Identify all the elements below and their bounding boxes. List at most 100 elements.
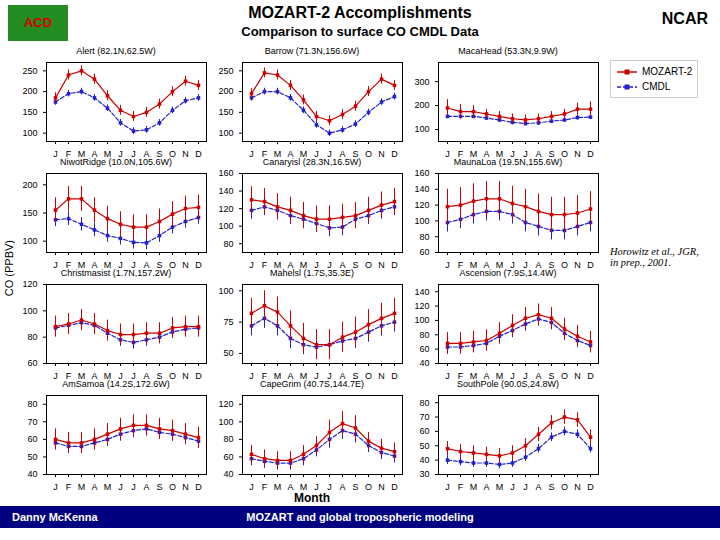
svg-text:J: J [314,260,319,268]
svg-text:J: J [327,482,332,490]
svg-text:70: 70 [27,417,37,427]
svg-text:M: M [78,371,86,379]
svg-text:M: M [274,371,282,379]
svg-text:M: M [104,149,112,157]
svg-text:A: A [339,260,345,268]
svg-text:80: 80 [223,239,233,249]
svg-text:J: J [510,149,515,157]
svg-text:M: M [496,149,504,157]
svg-text:60: 60 [419,247,429,257]
svg-text:D: D [391,149,398,157]
svg-text:100: 100 [414,216,429,226]
svg-text:D: D [587,260,594,268]
svg-text:J: J [249,149,254,157]
svg-text:A: A [143,371,149,379]
svg-text:100: 100 [218,221,233,231]
svg-text:J: J [118,149,123,157]
svg-text:N: N [574,371,581,379]
svg-text:D: D [587,371,594,379]
svg-text:S: S [156,482,162,490]
svg-text:J: J [327,149,332,157]
svg-text:140: 140 [414,184,429,194]
svg-text:O: O [561,260,568,268]
svg-text:100: 100 [218,417,233,427]
svg-text:A: A [339,149,345,157]
svg-text:D: D [587,149,594,157]
svg-text:M: M [470,482,478,490]
svg-text:J: J [445,260,450,268]
svg-text:J: J [249,260,254,268]
svg-text:F: F [458,149,464,157]
svg-text:80: 80 [27,399,37,409]
svg-text:A: A [287,149,293,157]
svg-text:O: O [561,149,568,157]
svg-text:F: F [66,149,72,157]
svg-text:F: F [458,260,464,268]
svg-text:50: 50 [419,441,429,451]
svg-text:50: 50 [27,452,37,462]
svg-text:F: F [262,371,268,379]
svg-text:A: A [483,371,489,379]
svg-text:J: J [445,482,450,490]
svg-text:M: M [78,482,86,490]
svg-text:160: 160 [414,168,429,178]
svg-text:200: 200 [22,86,37,96]
svg-text:A: A [483,149,489,157]
svg-text:100: 100 [218,128,233,138]
svg-text:40: 40 [419,358,429,368]
svg-text:160: 160 [218,168,233,178]
svg-text:S: S [548,482,554,490]
svg-text:S: S [548,149,554,157]
svg-text:M: M [104,482,112,490]
svg-text:S: S [352,371,358,379]
svg-text:M: M [470,260,478,268]
svg-text:J: J [510,260,515,268]
svg-text:A: A [287,371,293,379]
svg-text:40: 40 [419,455,429,465]
svg-text:S: S [156,260,162,268]
svg-text:A: A [91,260,97,268]
svg-text:O: O [561,482,568,490]
svg-text:O: O [169,149,176,157]
svg-text:S: S [156,371,162,379]
svg-text:M: M [496,260,504,268]
svg-text:140: 140 [414,287,429,297]
svg-text:S: S [352,149,358,157]
svg-text:A: A [91,482,97,490]
svg-text:250: 250 [218,66,233,76]
svg-text:80: 80 [223,434,233,444]
svg-text:A: A [483,482,489,490]
svg-text:J: J [131,482,136,490]
svg-text:80: 80 [419,232,429,242]
svg-text:120: 120 [218,203,233,213]
svg-text:A: A [535,260,541,268]
svg-text:50: 50 [223,348,233,358]
svg-text:F: F [66,260,72,268]
svg-text:J: J [445,371,450,379]
svg-text:A: A [143,149,149,157]
svg-text:N: N [182,371,189,379]
svg-text:J: J [523,482,528,490]
svg-text:D: D [195,482,202,490]
svg-text:F: F [66,371,72,379]
svg-text:J: J [510,371,515,379]
svg-text:M: M [300,371,308,379]
svg-text:J: J [523,260,528,268]
svg-text:O: O [365,149,372,157]
svg-text:30: 30 [419,469,429,479]
svg-text:300: 300 [414,77,429,87]
svg-text:M: M [300,482,308,490]
svg-text:J: J [314,371,319,379]
svg-text:120: 120 [414,200,429,210]
svg-text:J: J [53,371,58,379]
svg-text:D: D [391,482,398,490]
svg-text:O: O [169,260,176,268]
svg-text:200: 200 [218,86,233,96]
svg-text:D: D [391,260,398,268]
svg-text:120: 120 [22,279,37,289]
svg-text:M: M [300,149,308,157]
svg-text:D: D [195,149,202,157]
svg-text:J: J [327,260,332,268]
svg-text:F: F [66,482,72,490]
svg-text:J: J [131,260,136,268]
